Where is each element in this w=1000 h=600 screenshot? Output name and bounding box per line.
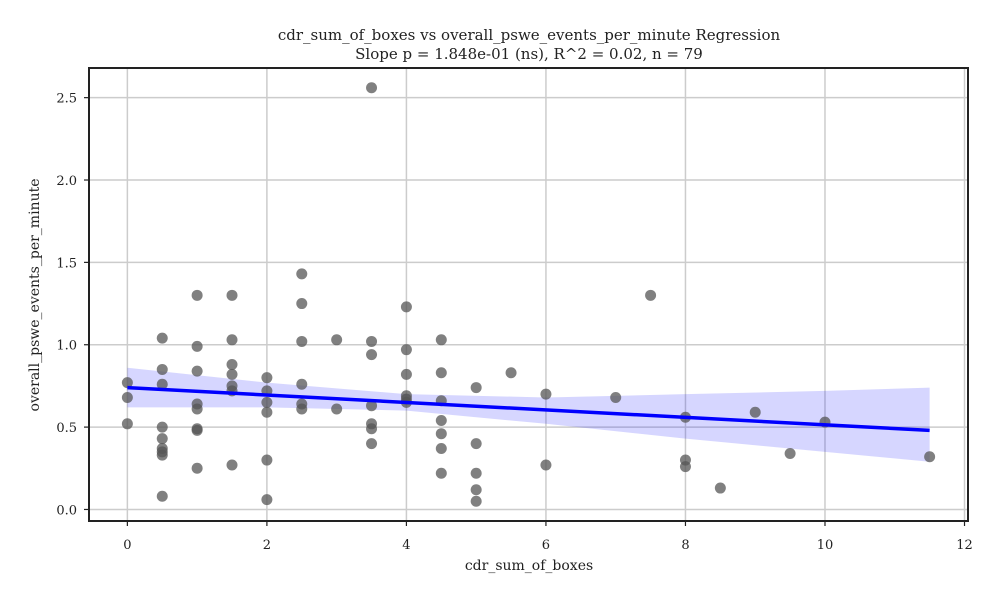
y-tick-label: 2.0 — [56, 174, 77, 189]
data-point — [296, 378, 308, 390]
data-point — [331, 334, 343, 346]
data-point — [470, 382, 482, 394]
data-point — [261, 396, 273, 408]
scatter-points — [121, 82, 936, 507]
data-point — [156, 449, 168, 461]
data-point — [261, 372, 273, 384]
data-point — [400, 344, 412, 356]
tick-labels: 0 2 4 6 8 10 12 0.0 0.5 1.0 1.5 2.0 2.5 — [56, 92, 972, 553]
y-tick-label: 1.0 — [56, 339, 77, 354]
data-point — [156, 433, 168, 445]
grid-lines — [89, 68, 968, 521]
data-point — [435, 415, 447, 427]
confidence-band-layer — [127, 367, 930, 462]
data-point — [296, 403, 308, 415]
data-point — [470, 484, 482, 496]
x-tick-label: 12 — [956, 538, 973, 553]
data-point — [191, 403, 203, 415]
data-point — [261, 494, 273, 506]
data-point — [400, 301, 412, 313]
chart-title: cdr_sum_of_boxes vs overall_pswe_events_… — [278, 26, 781, 44]
data-point — [296, 298, 308, 310]
regression-line-layer — [127, 385, 930, 433]
data-point — [121, 377, 133, 389]
data-point — [924, 451, 936, 463]
data-point — [261, 454, 273, 466]
data-point — [505, 367, 517, 379]
data-point — [435, 467, 447, 479]
data-point — [435, 443, 447, 455]
data-point — [296, 335, 308, 347]
data-point — [435, 428, 447, 440]
data-point — [366, 400, 378, 412]
data-point — [366, 335, 378, 347]
data-point — [366, 423, 378, 435]
x-tick-label: 8 — [681, 538, 689, 553]
data-point — [226, 459, 238, 471]
data-point — [331, 403, 343, 415]
data-point — [121, 418, 133, 430]
confidence-band — [127, 367, 930, 462]
data-point — [191, 340, 203, 352]
data-point — [366, 349, 378, 361]
data-point — [156, 363, 168, 375]
data-point — [261, 406, 273, 418]
data-point — [226, 289, 238, 301]
y-tick-label: 1.5 — [56, 256, 77, 271]
data-point — [679, 461, 691, 473]
data-point — [749, 406, 761, 418]
chart-subtitle: Slope p = 1.848e-01 (ns), R^2 = 0.02, n … — [355, 45, 703, 63]
data-point — [156, 490, 168, 502]
data-point — [191, 424, 203, 436]
data-point — [226, 334, 238, 346]
data-point — [296, 268, 308, 280]
plot-frame — [88, 67, 969, 522]
data-point — [610, 391, 622, 403]
data-point — [435, 367, 447, 379]
data-point — [366, 82, 378, 94]
data-point — [156, 332, 168, 344]
data-point — [226, 359, 238, 371]
data-point — [156, 378, 168, 390]
x-tick-label: 2 — [263, 538, 271, 553]
x-axis-label: cdr_sum_of_boxes — [465, 558, 593, 574]
y-axis-label: overall_pswe_events_per_minute — [27, 179, 43, 412]
data-point — [191, 462, 203, 474]
data-point — [156, 421, 168, 433]
y-tick-label: 0.5 — [56, 421, 77, 436]
data-point — [366, 438, 378, 450]
data-point — [784, 447, 796, 459]
data-point — [540, 459, 552, 471]
data-point — [470, 467, 482, 479]
data-point — [540, 388, 552, 400]
data-point — [226, 368, 238, 380]
data-point — [470, 438, 482, 450]
regression-line — [127, 385, 930, 433]
x-tick-label: 0 — [123, 538, 131, 553]
data-point — [645, 289, 657, 301]
x-tick-label: 10 — [817, 538, 834, 553]
data-point — [400, 368, 412, 380]
y-tick-label: 2.5 — [56, 92, 77, 107]
data-point — [714, 482, 726, 494]
x-tick-label: 4 — [402, 538, 410, 553]
data-point — [121, 391, 133, 403]
data-point — [470, 495, 482, 507]
y-tick-label: 0.0 — [56, 503, 77, 518]
x-tick-label: 6 — [542, 538, 550, 553]
data-point — [191, 289, 203, 301]
axes — [84, 67, 969, 526]
data-point — [191, 365, 203, 377]
data-point — [435, 334, 447, 346]
